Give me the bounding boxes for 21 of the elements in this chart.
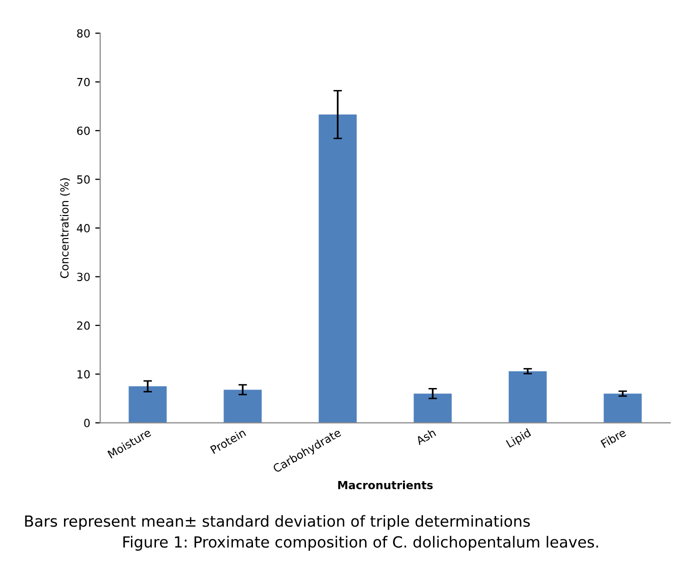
y-tick-label: 70: [77, 78, 90, 86]
bar: [604, 394, 642, 423]
bar: [508, 371, 547, 423]
y-tick-label: 10: [78, 370, 90, 378]
y-tick-label: 30: [77, 272, 90, 282]
y-axis-title: Concentration (%): [60, 178, 70, 278]
y-tick-label: 80: [77, 29, 90, 38]
x-tick-label: Ash: [415, 428, 436, 446]
y-tick-label: 0: [84, 418, 90, 428]
caption: Figure 1: Proximate composition of C. dolichopentalum leaves.: [123, 536, 598, 551]
y-tick-label: 50: [77, 175, 90, 184]
text: Bars represent mean± standard deviation of triple determinations: [25, 515, 530, 530]
y-tick-label: 60: [77, 126, 90, 135]
bar: [224, 390, 262, 423]
y-tick-label: 20: [77, 321, 90, 330]
bar: [318, 114, 357, 423]
y-tick-label: 40: [76, 224, 90, 232]
x-tick-label: Fibre: [600, 428, 627, 448]
bar: [128, 386, 167, 423]
bar: [414, 394, 452, 423]
x-axis-title: Macronutrients: [338, 480, 433, 490]
